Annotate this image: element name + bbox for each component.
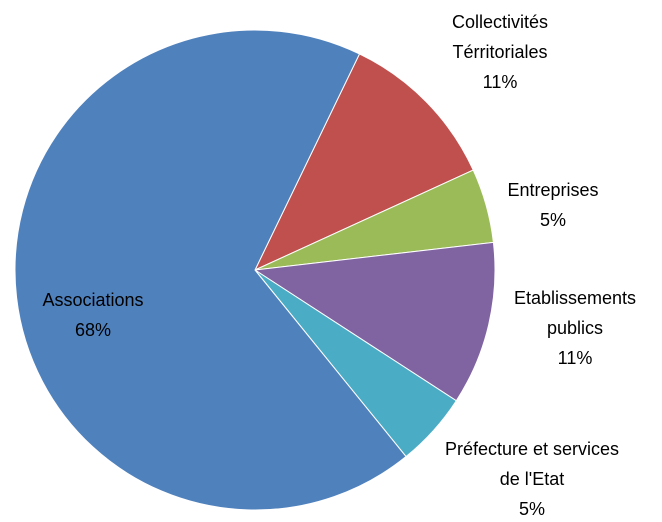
slice-label: Collectivités Térritoriales 11% — [425, 7, 575, 97]
pie-slice — [14, 29, 407, 511]
category-label: Préfecture et services de l'Etat — [444, 439, 620, 489]
value-label: 11% — [482, 72, 518, 92]
category-label: Etablissements publics — [513, 288, 637, 338]
slice-label: Entreprises 5% — [488, 175, 618, 235]
value-label: 11% — [557, 348, 593, 368]
value-label: 68% — [74, 320, 112, 340]
category-label: Collectivités Térritoriales — [451, 12, 549, 62]
pie-slice — [253, 53, 474, 272]
value-label: 5% — [518, 499, 545, 519]
category-label: Entreprises — [507, 180, 599, 200]
slice-label: Etablissements publics 11% — [495, 283, 655, 373]
slice-label: Préfecture et services de l'Etat 5% — [442, 434, 622, 522]
slice-label: Associations 68% — [18, 285, 168, 345]
value-label: 5% — [539, 210, 566, 230]
category-label: Associations — [42, 290, 144, 310]
pie-slice — [253, 241, 496, 402]
